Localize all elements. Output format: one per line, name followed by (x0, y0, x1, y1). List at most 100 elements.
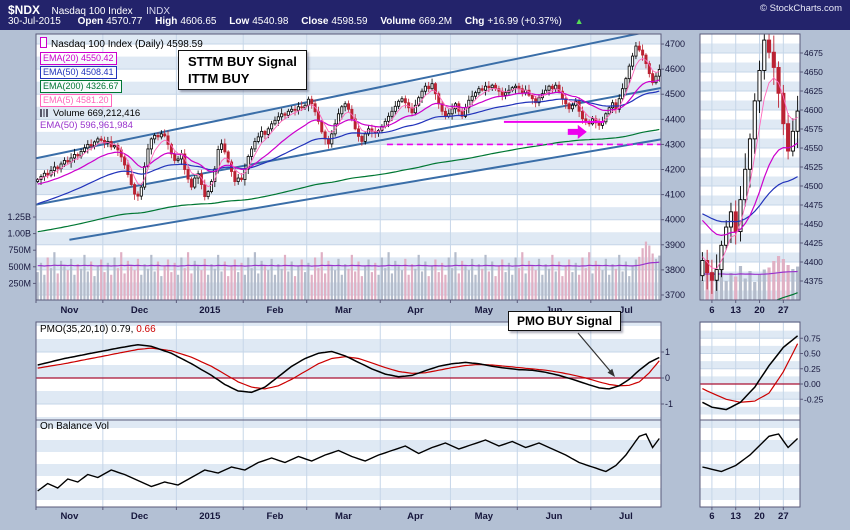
pmo-signal-value: 0.66 (136, 324, 156, 335)
svg-text:Dec: Dec (131, 305, 148, 316)
svg-text:4500: 4500 (804, 181, 823, 191)
chart-date: 30-Jul-2015 (8, 16, 61, 27)
pmo-indicator-label: PMO(35,20,10) 0.79, 0.66 (40, 324, 156, 335)
svg-text:4200: 4200 (665, 165, 685, 175)
svg-text:Apr: Apr (407, 511, 424, 522)
svg-text:1.00B: 1.00B (7, 229, 31, 239)
svg-text:4100: 4100 (665, 190, 685, 200)
svg-text:13: 13 (730, 511, 741, 522)
svg-text:6: 6 (709, 305, 714, 316)
svg-text:4625: 4625 (804, 86, 823, 96)
volume-bars-icon (40, 109, 49, 117)
svg-text:Jul: Jul (619, 305, 633, 316)
svg-text:Mar: Mar (335, 511, 352, 522)
legend-ema-item: EMA(5) 4581.20 (40, 94, 112, 107)
svg-text:250M: 250M (8, 278, 31, 288)
low-label: Low (229, 16, 250, 27)
svg-text:20: 20 (754, 511, 765, 522)
pmo-params: PMO(35,20,10) (40, 324, 109, 335)
svg-text:Nov: Nov (60, 511, 79, 522)
svg-text:Feb: Feb (267, 305, 284, 316)
svg-text:4675: 4675 (804, 48, 823, 58)
svg-text:3800: 3800 (665, 265, 685, 275)
open-value: 4570.77 (106, 16, 143, 27)
svg-text:2015: 2015 (199, 511, 221, 522)
sttm-line2: ITTM BUY (188, 71, 250, 86)
chart-legend: Nasdaq 100 Index (Daily) 4598.59 EMA(20)… (40, 37, 203, 131)
svg-text:4475: 4475 (804, 200, 823, 210)
svg-text:0.25: 0.25 (804, 364, 821, 374)
open-label: Open (77, 16, 104, 27)
obv-indicator-label: On Balance Vol (40, 421, 109, 432)
svg-text:4425: 4425 (804, 238, 823, 248)
header-title-row: $NDX Nasdaq 100 Index INDX © StockCharts… (8, 1, 842, 17)
low-value: 4540.98 (252, 16, 289, 27)
legend-volume-ema: EMA(50) 596,961,984 (40, 120, 133, 131)
pmo-value: 0.79, (111, 324, 134, 335)
change-label: Chg (464, 16, 485, 27)
svg-text:13: 13 (730, 305, 741, 316)
svg-text:1.25B: 1.25B (7, 212, 31, 222)
svg-text:4575: 4575 (804, 124, 823, 134)
svg-text:Jun: Jun (546, 305, 563, 316)
close-value: 4598.59 (331, 16, 368, 27)
legend-ema-item: EMA(50) 4508.41 (40, 66, 117, 79)
svg-text:4375: 4375 (804, 276, 823, 286)
pmo-buy-arrow (577, 332, 615, 377)
svg-text:6: 6 (709, 511, 714, 522)
svg-text:Mar: Mar (335, 305, 352, 316)
header-quote-row: 30-Jul-2015 Open 4570.77 High 4606.65 Low 4… (8, 16, 584, 27)
svg-text:Feb: Feb (267, 511, 284, 522)
svg-text:Jun: Jun (546, 511, 563, 522)
sttm-line1: STTM BUY Signal (188, 54, 297, 69)
svg-text:3700: 3700 (665, 290, 685, 300)
svg-text:0.50: 0.50 (804, 349, 821, 359)
obv-panel (36, 420, 661, 507)
svg-text:4400: 4400 (804, 257, 823, 267)
svg-text:4400: 4400 (665, 114, 685, 124)
svg-text:-0.25: -0.25 (804, 394, 824, 404)
svg-text:4550: 4550 (804, 143, 823, 153)
candlestick-icon (40, 37, 47, 48)
high-value: 4606.65 (180, 16, 217, 27)
svg-text:500M: 500M (8, 262, 31, 272)
main-price-panel (36, 34, 661, 300)
pmo-zoom-panel (700, 322, 800, 420)
svg-text:3900: 3900 (665, 240, 685, 250)
change-value: +16.99 (+0.37%) (487, 16, 562, 27)
svg-text:2015: 2015 (199, 305, 221, 316)
svg-text:May: May (475, 305, 494, 316)
svg-text:-1: -1 (665, 399, 673, 409)
obv-zoom-panel (700, 420, 800, 507)
svg-text:750M: 750M (8, 245, 31, 255)
pmo-panel (36, 322, 661, 420)
svg-text:1: 1 (665, 347, 670, 357)
svg-text:May: May (475, 511, 494, 522)
svg-text:Jul: Jul (619, 511, 633, 522)
svg-text:4525: 4525 (804, 162, 823, 172)
svg-text:4300: 4300 (665, 139, 685, 149)
legend-ema-item: EMA(200) 4326.67 (40, 80, 122, 93)
svg-text:4600: 4600 (665, 64, 685, 74)
svg-text:4600: 4600 (804, 105, 823, 115)
svg-text:4650: 4650 (804, 67, 823, 77)
volume-label: Volume (380, 16, 416, 27)
svg-text:0.75: 0.75 (804, 333, 821, 343)
svg-text:4450: 4450 (804, 219, 823, 229)
svg-text:4500: 4500 (665, 89, 685, 99)
sttm-buy-annotation: STTM BUY Signal ITTM BUY (178, 50, 307, 90)
legend-title-row: Nasdaq 100 Index (Daily) 4598.59 (40, 37, 203, 50)
svg-text:4000: 4000 (665, 215, 685, 225)
svg-text:27: 27 (778, 305, 789, 316)
chart-canvas: 3700 3800 3900 4000 4100 4200 4300 4400 4500 4600… (7, 33, 824, 522)
svg-text:27: 27 (778, 511, 789, 522)
index-name: Nasdaq 100 Index (51, 6, 133, 17)
legend-ema-items: EMA(20) 4550.42 EMA(50) 4508.41 EMA(200) 4… (40, 52, 203, 107)
svg-text:20: 20 (754, 305, 765, 316)
change-up-arrow-icon: ▲ (574, 16, 584, 26)
chart-header: $NDX Nasdaq 100 Index INDX © StockCharts… (0, 0, 850, 30)
svg-text:Dec: Dec (131, 511, 148, 522)
svg-text:0.00: 0.00 (804, 379, 821, 389)
high-label: High (155, 16, 178, 27)
